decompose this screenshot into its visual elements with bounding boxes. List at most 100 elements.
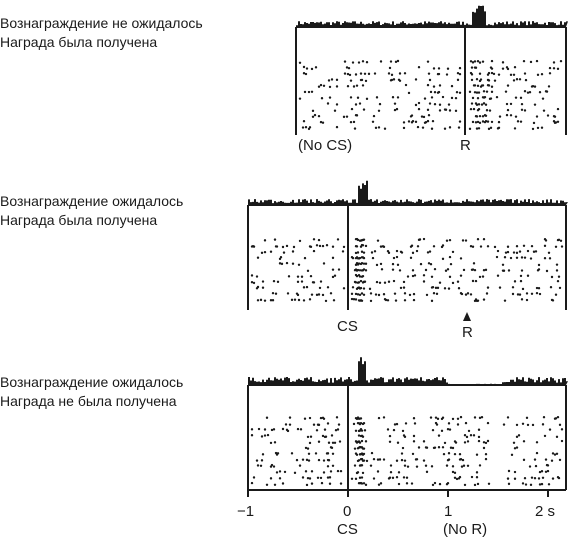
spike-dot (417, 66, 421, 69)
spike-dot (487, 84, 491, 87)
spike-dot (291, 262, 295, 265)
spike-dot (558, 423, 562, 427)
spike-dot (360, 299, 364, 302)
spike-dot (538, 292, 542, 296)
spike-dot (297, 298, 301, 302)
spike-dot (425, 470, 429, 474)
spike-dot (402, 280, 406, 284)
spike-dot (486, 421, 490, 425)
spike-dot (349, 120, 353, 124)
spike-dot (406, 275, 410, 278)
spike-dot (309, 245, 313, 249)
spike-dot (506, 84, 510, 87)
tick-label-2s: 2 s (535, 503, 555, 520)
spike-dot (540, 482, 544, 486)
spike-dot (460, 292, 464, 296)
spike-dot (533, 477, 537, 480)
spike-dot (296, 293, 300, 297)
spike-dot (365, 97, 369, 101)
spike-dot (503, 256, 507, 259)
spike-dot (361, 435, 365, 438)
spike-dot (271, 291, 275, 295)
spike-dot (403, 435, 407, 439)
spike-dot (386, 428, 390, 431)
spike-dot (358, 269, 362, 272)
spike-dot (387, 280, 391, 283)
spike-dot (483, 95, 487, 99)
spike-dot (359, 279, 363, 283)
spike-dot (256, 299, 260, 302)
spike-dot (470, 475, 474, 479)
spike-dot (445, 464, 449, 467)
spike-dot (470, 78, 474, 82)
spike-dot (322, 262, 326, 265)
spike-dot (430, 127, 434, 130)
spike-dot (327, 441, 331, 444)
spike-dot (291, 250, 295, 253)
spike-dot (331, 464, 335, 468)
spike-dot (364, 440, 368, 443)
spike-dot (362, 452, 366, 456)
spike-dot (405, 476, 409, 479)
spike-dot (374, 293, 378, 296)
spike-dot (278, 257, 282, 261)
spike-dot (515, 423, 519, 427)
spike-dot (461, 239, 465, 242)
panel-2: CS R (247, 180, 568, 341)
panel-2-expectation: Вознаграждение ожидалось (0, 193, 184, 209)
spike-dot (436, 286, 440, 290)
spike-dot (553, 453, 557, 456)
spike-dot (411, 251, 415, 255)
spike-dot (271, 299, 275, 302)
spike-dot (454, 441, 458, 444)
spike-dot (335, 85, 339, 88)
spike-dot (549, 286, 553, 289)
spike-dot (478, 416, 482, 420)
spike-dot (364, 269, 368, 272)
spike-dot (252, 281, 256, 285)
spike-dot (346, 72, 350, 76)
spike-dot (546, 114, 550, 117)
spike-dot (312, 249, 316, 253)
spike-dot (556, 279, 560, 283)
spike-dot (328, 96, 332, 99)
histogram-bars (296, 5, 568, 27)
spike-dot (349, 96, 353, 99)
spike-dot (475, 91, 479, 94)
spike-dot (317, 85, 321, 88)
spike-dot (533, 103, 537, 106)
spike-dot (482, 238, 486, 241)
spike-dot (467, 429, 471, 433)
spike-dot (397, 482, 401, 486)
spike-dot (301, 126, 305, 129)
spike-dot (437, 72, 441, 76)
spike-dot (554, 417, 558, 420)
spike-dot (382, 245, 386, 249)
spike-dot (370, 451, 374, 455)
spike-dot (411, 119, 415, 123)
spike-dot (372, 114, 376, 118)
panel-1-outcome: Награда была получена (0, 34, 158, 50)
spike-dot (383, 127, 387, 130)
spike-dot (536, 126, 540, 130)
spike-dot (324, 435, 328, 438)
spike-dot (479, 245, 483, 248)
spike-dot (361, 274, 365, 278)
spike-dot (355, 84, 359, 87)
spike-dot (433, 267, 437, 271)
spike-dot (471, 279, 475, 283)
spike-dot (507, 269, 511, 272)
spike-dot (526, 91, 530, 94)
spike-dot (556, 67, 560, 71)
spike-dot (369, 464, 373, 467)
spike-dot (490, 90, 494, 94)
spike-dot (493, 245, 497, 249)
spike-dot (273, 441, 277, 444)
spike-dot (437, 446, 441, 449)
spike-dot (349, 79, 353, 82)
spike-dot (382, 293, 386, 296)
spike-dot (451, 470, 455, 474)
spike-dot (307, 459, 311, 462)
spike-dot (363, 429, 367, 432)
spike-dot (477, 91, 481, 94)
